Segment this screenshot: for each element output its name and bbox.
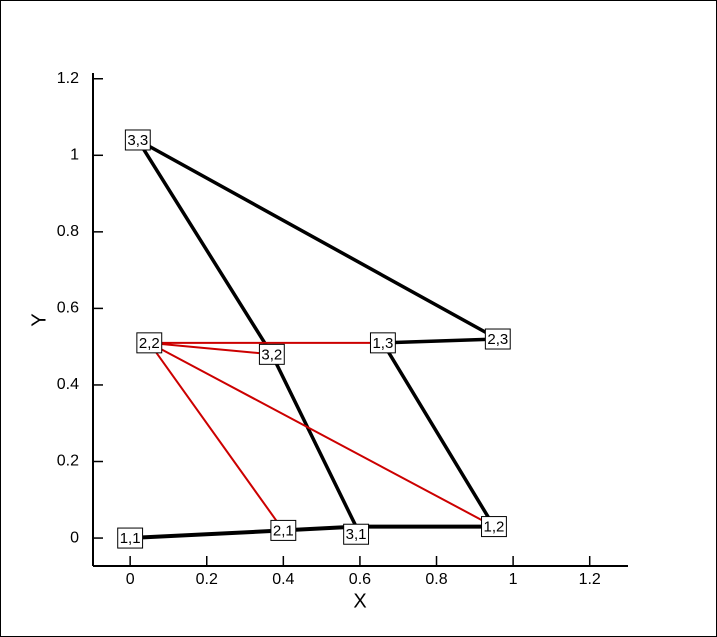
- node-box: [117, 527, 144, 549]
- node-label: 2,2: [136, 332, 163, 354]
- node-label: 2,1: [270, 519, 297, 541]
- node-box: [258, 343, 285, 365]
- y-tick-label: 0.4: [57, 376, 79, 393]
- y-tick-label: 0.8: [57, 223, 79, 240]
- mesh-line: [136, 138, 500, 528]
- x-tick-label: 0: [126, 571, 135, 588]
- node-box: [270, 519, 297, 541]
- node-label: 2,3: [484, 328, 511, 350]
- x-axis-label: X: [353, 590, 366, 612]
- node-box: [481, 516, 507, 538]
- node-label: 3,3: [124, 129, 151, 151]
- y-tick-label: 0: [70, 529, 79, 546]
- node-label: 1,3: [369, 332, 396, 354]
- node-box: [136, 332, 163, 354]
- node-text: 3,1: [346, 526, 367, 543]
- y-tick-label: 0.2: [57, 453, 79, 470]
- node-label: 1,2: [481, 516, 507, 538]
- node-text: 3,3: [127, 132, 148, 149]
- x-tick-label: 0.8: [425, 571, 447, 588]
- node-text: 1,1: [120, 530, 141, 547]
- y-tick-label: 0.6: [57, 300, 79, 317]
- node-text: 2,1: [273, 522, 294, 539]
- node-label: 1,1: [117, 527, 144, 549]
- node-box: [124, 129, 151, 151]
- node-label: 3,1: [343, 523, 370, 545]
- node-text: 2,3: [487, 331, 508, 348]
- x-tick-label: 0.2: [196, 571, 218, 588]
- x-tick-label: 0.4: [272, 571, 294, 588]
- node-text: 1,3: [372, 335, 393, 352]
- node-box: [343, 523, 370, 545]
- node-box: [369, 332, 396, 354]
- node-label: 3,2: [258, 343, 285, 365]
- x-tick-label: 1: [509, 571, 518, 588]
- y-axis-label: Y: [28, 313, 50, 326]
- y-tick-label: 1.2: [57, 70, 79, 87]
- x-tick-label: 0.6: [349, 571, 371, 588]
- y-tick-label: 1: [70, 147, 79, 164]
- node-box: [484, 328, 511, 350]
- x-tick-label: 1.2: [579, 571, 601, 588]
- node-text: 1,2: [484, 519, 505, 536]
- node-text: 3,2: [261, 346, 282, 363]
- mesh-line: [130, 524, 494, 541]
- node-text: 2,2: [139, 335, 160, 352]
